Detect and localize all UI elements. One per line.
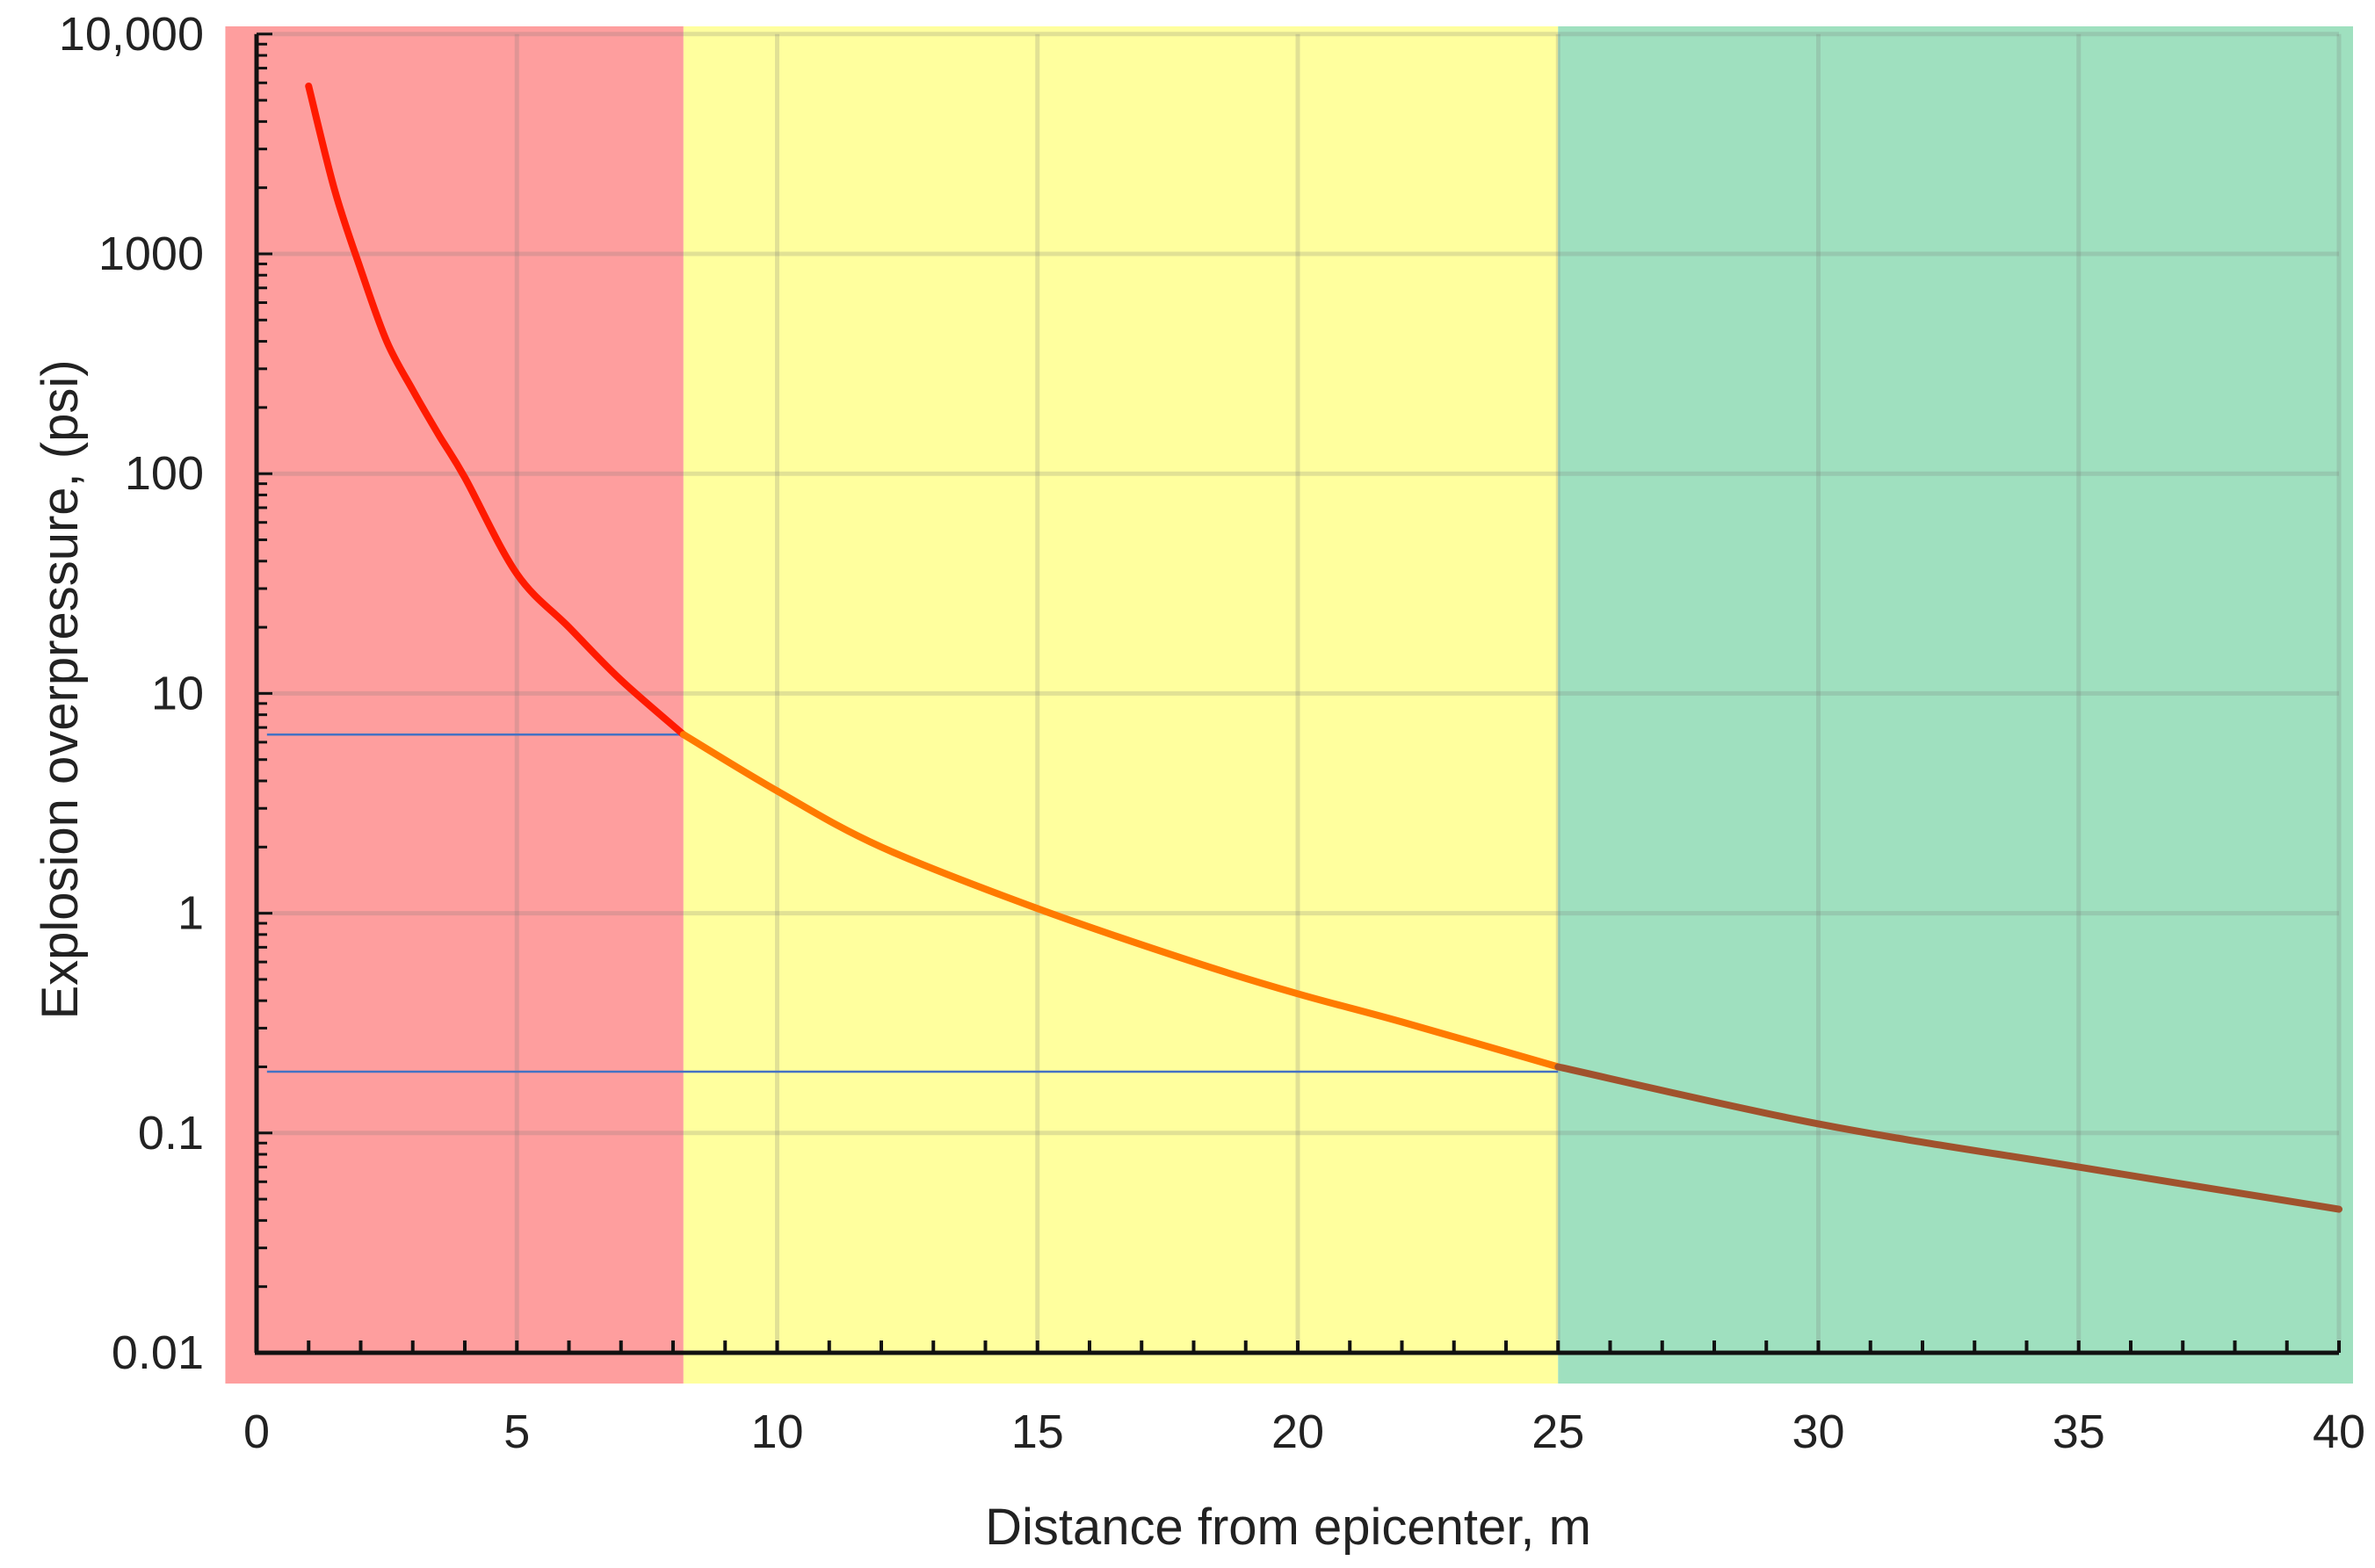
- y-tick-label: 0.01: [112, 1326, 204, 1379]
- x-tick-label: 25: [1531, 1405, 1584, 1458]
- x-tick-label: 35: [2053, 1405, 2105, 1458]
- y-tick-label: 10,000: [59, 8, 204, 61]
- x-tick-label: 5: [503, 1405, 530, 1458]
- y-tick-label: 10: [151, 667, 204, 719]
- x-tick-label: 40: [2313, 1405, 2365, 1458]
- x-tick-label: 0: [243, 1405, 270, 1458]
- x-tick-label: 15: [1011, 1405, 1064, 1458]
- series-line-2: [1554, 1063, 2342, 1213]
- risk-zones: [225, 26, 2353, 1384]
- y-axis-title: Explosion overpressure, (psi): [32, 359, 89, 1019]
- y-tick-labels: 0.01 0.1 1 10 100 1000 10,000: [59, 8, 204, 1379]
- series-line-1: [679, 731, 1562, 1071]
- y-tick-label: 1000: [98, 228, 204, 280]
- zone-0: [225, 26, 684, 1384]
- reference-lines: [266, 733, 1559, 1073]
- x-tick-label: 30: [1792, 1405, 1844, 1458]
- y-tick-label: 1: [177, 887, 204, 940]
- y-tick-label: 100: [125, 447, 204, 500]
- series-line-0: [305, 82, 687, 739]
- grid-lines: [257, 32, 2342, 1353]
- zone-2: [1558, 26, 2353, 1384]
- x-axis-title: Distance from epicenter, m: [985, 1499, 1591, 1556]
- x-tick-label: 20: [1271, 1405, 1324, 1458]
- x-tick-label: 10: [750, 1405, 803, 1458]
- axes: [254, 33, 2341, 1355]
- zone-1: [683, 26, 1559, 1384]
- x-tick-labels: 0 5 10 15 20 25 30 35 40: [243, 1405, 2365, 1458]
- series-group: [305, 82, 2342, 1213]
- y-tick-label: 0.1: [138, 1107, 204, 1160]
